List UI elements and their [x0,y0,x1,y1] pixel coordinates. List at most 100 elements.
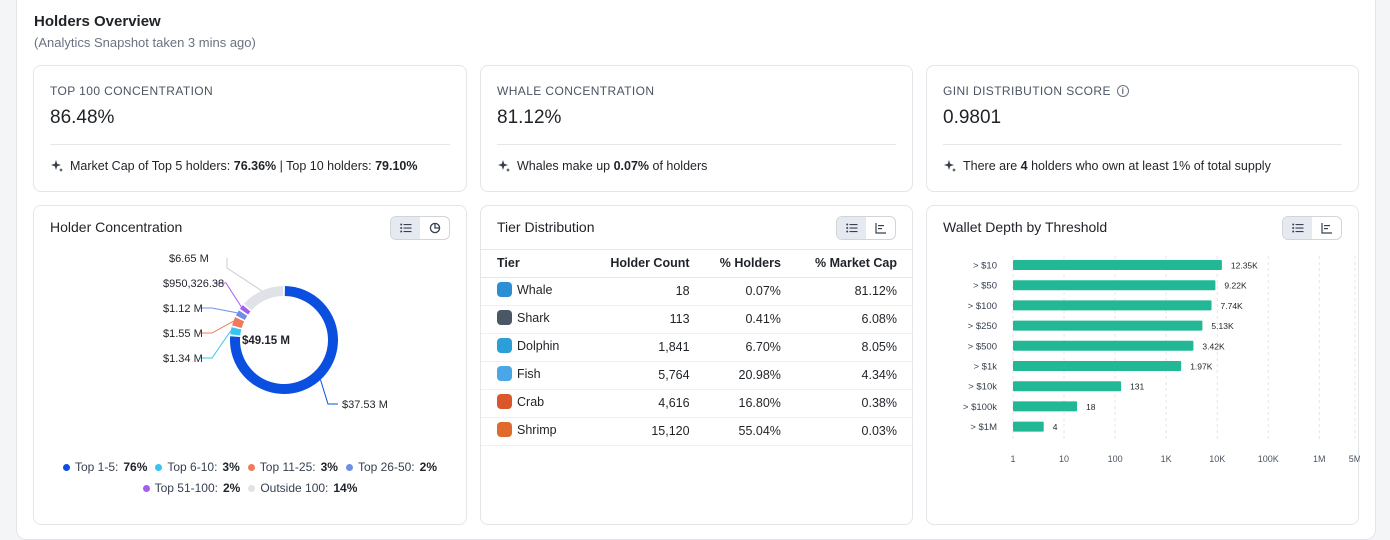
donut-slice-top-26-50[interactable] [235,310,248,320]
donut-slice-top-51-100[interactable] [239,305,251,315]
list-view-button[interactable] [837,217,866,239]
table-row[interactable]: Crab 4,616 16.80% 0.38% [481,389,913,418]
bar[interactable] [1013,260,1222,270]
bar[interactable] [1013,340,1194,351]
bar[interactable] [1013,381,1122,392]
bar[interactable] [1013,320,1203,331]
holder-count-cell: 5,764 [592,361,706,390]
y-category-label: > $1M [970,422,997,433]
column-header[interactable]: Tier [481,250,593,278]
legend-name: Top 51-100: [154,481,218,495]
legend-item[interactable]: Top 6-10: 3% [155,460,240,474]
column-header[interactable]: Holder Count [592,250,706,278]
legend-item[interactable]: Top 51-100: 2% [142,481,240,495]
tier-name: Whale [517,282,553,297]
bar-chart-icon [874,223,886,234]
note-value: 4 [1020,159,1028,173]
top100-concentration-card: TOP 100 CONCENTRATION 86.48% Market Cap … [33,65,467,192]
list-view-button[interactable] [391,217,420,239]
panel-title: Wallet Depth by Threshold [943,219,1108,235]
tier-cell: Fish [481,361,593,390]
bar-view-button[interactable] [1312,217,1341,239]
pct-holders-cell: 0.07% [705,277,797,306]
y-category-label: > $10 [973,261,997,272]
holder-count-cell: 15,120 [592,417,706,446]
y-category-label: > $250 [968,321,997,332]
bar[interactable] [1013,300,1212,311]
note-text: There are [963,159,1021,173]
gini-score-card: GINI DISTRIBUTION SCORE i 0.9801 There ar… [926,65,1359,192]
header: Holders Overview (Analytics Snapshot tak… [34,13,256,50]
column-header[interactable]: % Holders [705,250,797,278]
y-category-label: > $500 [968,341,997,352]
stat-note: There are 4 holders who own at least 1% … [943,159,1271,173]
tier-cell: Shark [481,305,593,334]
x-tick-label: 100K [1258,454,1279,464]
callout-label: $1.55 M [163,328,203,340]
bar[interactable] [1013,421,1044,432]
wallet-depth-chart: 1 10 100 1K 10K 100K 1M 5M > $10 12.35K > $50 9.22K… [963,256,1360,464]
tier-name-wrap: Shark [497,310,550,325]
tier-cell: Crab [481,389,593,418]
tier-name: Crab [517,394,545,409]
column-header[interactable]: % Market Cap [796,250,913,278]
legend-name: Top 6-10: [167,460,218,474]
legend-value: 3% [222,460,240,474]
tier-name: Shark [517,310,550,325]
legend-name: Top 11-25: [259,460,316,474]
callout-line [226,258,263,292]
pct-mcap-cell: 81.12% [796,277,913,306]
y-category-label: > $10k [968,382,997,393]
list-icon [1291,223,1303,233]
holder-count-cell: 4,616 [592,389,706,418]
table-row[interactable]: Whale 18 0.07% 81.12% [481,277,913,306]
stat-label: WHALE CONCENTRATION [497,84,655,98]
x-tick-label: 10K [1209,454,1225,464]
sparkle-icon [51,160,63,172]
table-row[interactable]: Dolphin 1,841 6.70% 8.05% [481,333,913,362]
panel-title: Holder Concentration [50,219,183,235]
donut-slice-top-6-10[interactable] [230,327,242,336]
pct-mcap-cell: 0.38% [796,389,913,418]
callout-label: $37.53 M [342,399,388,411]
legend-dot [62,463,70,471]
legend-item[interactable]: Outside 100: 14% [248,481,357,495]
callout-label: $1.12 M [163,303,203,315]
info-icon[interactable]: i [1116,85,1129,97]
legend-name: Outside 100: [260,481,329,495]
donut-slice-top-1-5[interactable] [230,286,338,394]
stat-value: 81.12% [497,107,562,128]
legend-row: Top 1-5: 76% Top 6-10: 3% Top 11-25: 3% Top 26… [34,460,466,474]
table-row[interactable]: Shark 113 0.41% 6.08% [481,305,913,334]
divider [481,249,912,250]
bar[interactable] [1013,280,1216,291]
pct-holders-cell: 0.41% [705,305,797,334]
bar-value-label: 12.35K [1231,261,1258,271]
donut-slice-outside-100[interactable] [244,286,284,311]
whale-icon [497,282,512,297]
legend-item[interactable]: Top 11-25: 3% [247,460,338,474]
callout-label: $950,326.38 [163,278,224,290]
pie-view-button[interactable] [420,217,449,239]
pct-holders-cell: 16.80% [705,389,797,418]
donut-slice-top-11-25[interactable] [232,317,245,329]
tier-name: Dolphin [517,338,560,353]
bar-value-label: 7.74K [1221,301,1244,311]
y-category-label: > $50 [973,281,997,292]
table-row[interactable]: Shrimp 15,120 55.04% 0.03% [481,417,913,446]
stat-value: 0.9801 [943,107,1002,128]
legend-item[interactable]: Top 1-5: 76% [62,460,147,474]
bar-view-button[interactable] [866,217,895,239]
stat-note: Whales make up 0.07% of holders [497,159,707,173]
bar-value-label: 1.97K [1190,362,1213,372]
legend-dot [345,463,353,471]
table-row[interactable]: Fish 5,764 20.98% 4.34% [481,361,913,390]
x-tick-label: 1K [1161,454,1172,464]
bar-value-label: 18 [1086,402,1096,412]
bar-value-label: 4 [1053,422,1058,432]
legend-item[interactable]: Top 26-50: 2% [345,460,437,474]
bar[interactable] [1013,361,1182,371]
list-view-button[interactable] [1283,217,1312,239]
note-text: Market Cap of Top 5 holders: [70,159,234,173]
bar[interactable] [1013,401,1078,412]
